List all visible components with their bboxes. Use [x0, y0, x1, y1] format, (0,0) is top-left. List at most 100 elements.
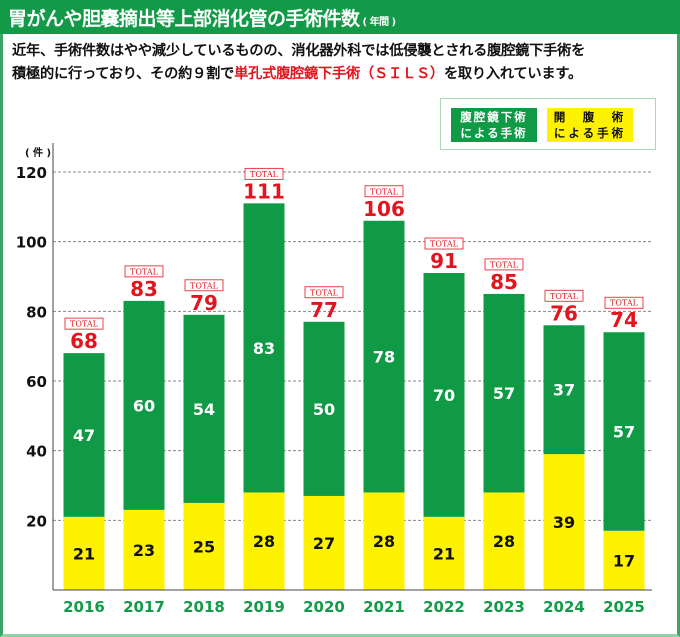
laparoscopic-value-label: 50 [313, 400, 335, 419]
laparoscopic-value-label: 57 [493, 384, 515, 403]
data-labels: 214768TOTAL236083TOTAL255479TOTAL2883111… [64, 167, 644, 570]
total-tag-box [244, 167, 284, 180]
laparoscopic-value-label: 54 [193, 400, 215, 419]
laparoscopic-value-label: 78 [373, 348, 395, 367]
x-tick-label: 2022 [423, 598, 465, 616]
laparoscopic-value-label: 47 [73, 426, 95, 445]
legend-open-line1: 開 腹 術 [553, 110, 627, 124]
total-tag-box [424, 237, 464, 250]
bar-laparoscopic-2016 [63, 353, 105, 517]
total-tag-box [184, 279, 224, 292]
x-tick-label: 2016 [63, 598, 105, 616]
bar-open-2025 [603, 530, 645, 590]
x-tick-label: 2020 [303, 598, 345, 616]
page-title: 胃がんや胆嚢摘出等上部消化管の手術件数( 年間 ) [8, 4, 396, 31]
laparoscopic-value-label: 60 [133, 396, 155, 415]
y-tick-label: 40 [26, 443, 47, 461]
title-text: 胃がんや胆嚢摘出等上部消化管の手術件数 [8, 8, 360, 30]
total-value-label: 76 [550, 301, 578, 325]
x-tick-label: 2019 [243, 598, 285, 616]
total-value-label: 83 [130, 277, 158, 301]
total-value-label: 77 [310, 298, 338, 322]
open-value-label: 25 [193, 537, 215, 556]
open-value-label: 21 [73, 544, 95, 563]
description-highlight: 単孔式腹腔鏡下手術（ＳＩＬＳ） [234, 66, 444, 82]
bars [63, 203, 645, 590]
bar-laparoscopic-2023 [483, 293, 525, 493]
total-tag-box [544, 289, 584, 302]
laparoscopic-value-label: 83 [253, 339, 275, 358]
description-line-2-pre: 積極的に行っており、その約９割で [12, 66, 235, 82]
total-tag-label: TOTAL [430, 240, 459, 249]
total-value-label: 85 [490, 270, 518, 294]
bar-laparoscopic-2018 [183, 314, 225, 503]
bar-open-2017 [123, 509, 165, 590]
total-tag-label: TOTAL [490, 260, 519, 269]
open-value-label: 23 [133, 541, 155, 560]
legend: 腹腔鏡下術 による手術 開 腹 術 による手術 [440, 98, 656, 150]
description: 近年、手術件数はやや減少しているものの、消化器外科では低侵襲とされる腹腔鏡下手術… [12, 40, 672, 86]
y-axis-unit: ( 件 ) [25, 146, 51, 159]
bar-open-2022 [423, 516, 465, 590]
y-tick-label: 20 [26, 512, 47, 530]
laparoscopic-value-label: 37 [553, 381, 575, 400]
total-tag-box [124, 265, 164, 278]
open-value-label: 28 [493, 532, 515, 551]
legend-laparoscopic-line2: による手術 [460, 126, 528, 140]
laparoscopic-value-label: 57 [613, 423, 635, 442]
open-value-label: 28 [373, 532, 395, 551]
bar-open-2020 [303, 495, 345, 590]
legend-laparoscopic: 腹腔鏡下術 による手術 [451, 108, 537, 142]
total-tag-box [64, 317, 104, 330]
open-value-label: 21 [433, 544, 455, 563]
description-line-1: 近年、手術件数はやや減少しているものの、消化器外科では低侵襲とされる腹腔鏡下手術… [12, 43, 586, 59]
bar-laparoscopic-2017 [123, 300, 165, 510]
y-axis: 20 40 60 80 100 120 ( 件 ) [16, 143, 54, 590]
bar-open-2016 [63, 516, 105, 590]
total-tag-box [304, 286, 344, 299]
bar-open-2018 [183, 502, 225, 590]
total-tag-label: TOTAL [70, 320, 99, 329]
bar-laparoscopic-2024 [543, 325, 585, 455]
x-tick-label: 2024 [543, 598, 585, 616]
total-value-label: 68 [70, 329, 98, 353]
x-tick-label: 2017 [123, 598, 165, 616]
bar-laparoscopic-2025 [603, 332, 645, 531]
laparoscopic-value-label: 70 [433, 386, 455, 405]
legend-open-line2: による手術 [553, 126, 627, 140]
x-tick-label: 2021 [363, 598, 405, 616]
x-axis: 2016 2017 2018 2019 2020 2021 2022 2023 2024 2025 [53, 589, 652, 616]
total-tag-label: TOTAL [130, 267, 159, 276]
total-value-label: 106 [363, 197, 405, 221]
x-tick-label: 2018 [183, 598, 225, 616]
bar-laparoscopic-2020 [303, 321, 345, 496]
total-tag-label: TOTAL [310, 288, 339, 297]
open-value-label: 17 [613, 551, 635, 570]
legend-laparoscopic-line1: 腹腔鏡下術 [460, 110, 528, 124]
total-value-label: 79 [190, 291, 218, 315]
y-tick-label: 100 [16, 234, 47, 252]
x-tick-label: 2023 [483, 598, 525, 616]
total-tag-box [484, 258, 524, 271]
y-tick-label: 80 [26, 303, 47, 321]
legend-open: 開 腹 術 による手術 [547, 108, 633, 142]
bar-laparoscopic-2022 [423, 273, 465, 517]
total-tag-label: TOTAL [550, 292, 579, 301]
title-subtitle: ( 年間 ) [362, 17, 397, 28]
total-tag-box [364, 185, 404, 198]
y-tick-label: 60 [26, 373, 47, 391]
description-line-2: 積極的に行っており、その約９割で単孔式腹腔鏡下手術（ＳＩＬＳ）を取り入れています… [12, 63, 672, 86]
bar-laparoscopic-2019 [243, 203, 285, 493]
open-value-label: 39 [553, 513, 575, 532]
total-tag-label: TOTAL [370, 187, 399, 196]
total-tag-label: TOTAL [610, 299, 639, 308]
bar-open-2024 [543, 454, 585, 590]
total-tag-label: TOTAL [190, 281, 219, 290]
y-tick-label: 120 [16, 164, 47, 182]
total-value-label: 111 [243, 179, 285, 203]
open-value-label: 27 [313, 534, 335, 553]
total-tag-box [604, 296, 644, 309]
total-tag-label: TOTAL [250, 170, 279, 179]
